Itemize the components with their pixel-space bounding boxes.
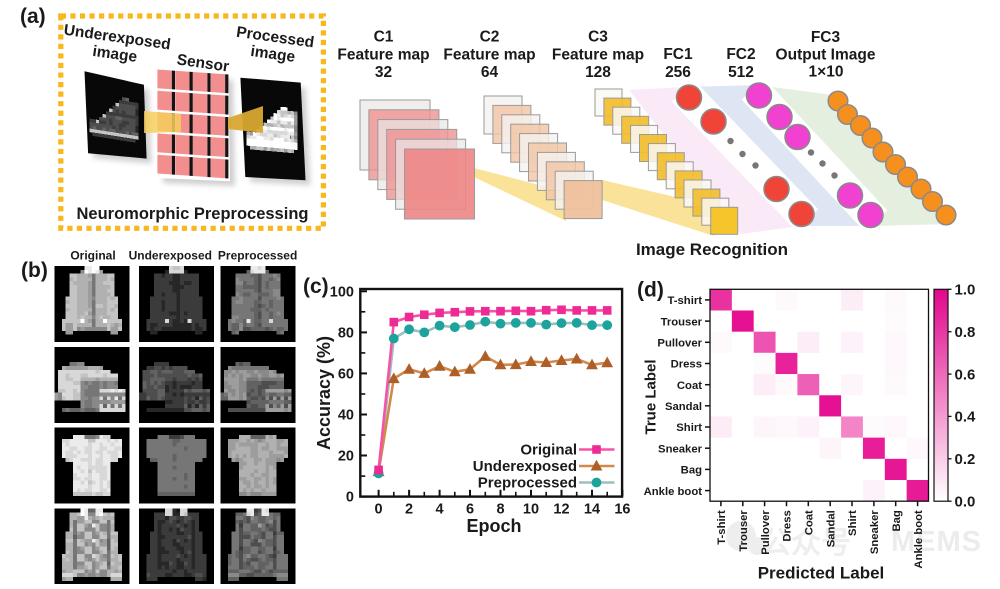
svg-text:Preprocessed: Preprocessed [478, 475, 577, 492]
svg-text:100: 100 [330, 284, 354, 300]
svg-text:True Label: True Label [643, 359, 660, 434]
svg-text:Trouser: Trouser [661, 316, 703, 328]
svg-text:FC1: FC1 [663, 46, 693, 63]
svg-text:C2: C2 [480, 29, 500, 46]
svg-text:1×10: 1×10 [809, 64, 844, 81]
svg-text:Sneaker: Sneaker [869, 510, 881, 555]
svg-text:64: 64 [481, 64, 499, 81]
svg-text:Dress: Dress [671, 359, 702, 371]
svg-text:60: 60 [338, 366, 354, 382]
svg-text:Bag: Bag [891, 510, 903, 531]
svg-text:8: 8 [496, 502, 504, 518]
svg-text:12: 12 [553, 502, 569, 518]
svg-text:Shirt: Shirt [676, 422, 702, 434]
svg-text:40: 40 [338, 408, 354, 424]
svg-text:256: 256 [665, 64, 691, 81]
svg-text:80: 80 [338, 325, 354, 341]
svg-text:FC3: FC3 [811, 29, 841, 46]
svg-text:Bag: Bag [681, 465, 702, 477]
svg-text:Dress: Dress [782, 510, 794, 541]
svg-text:MEMS: MEMS [891, 526, 982, 558]
svg-text:Sandal: Sandal [665, 401, 702, 413]
svg-text:Sandal: Sandal [825, 510, 837, 547]
svg-text:Coat: Coat [677, 380, 702, 392]
svg-text:Trouser: Trouser [738, 510, 750, 552]
svg-text:32: 32 [375, 64, 392, 81]
svg-text:4: 4 [436, 502, 444, 518]
svg-text:Underexposed: Underexposed [129, 249, 212, 263]
svg-text:0.4: 0.4 [955, 409, 977, 426]
svg-text:0.6: 0.6 [955, 366, 976, 383]
svg-text:Ankle boot: Ankle boot [644, 486, 703, 498]
svg-text:(c): (c) [303, 275, 329, 298]
svg-text:512: 512 [728, 64, 754, 81]
svg-text:Output Image: Output Image [776, 47, 876, 64]
svg-text:T-shirt: T-shirt [716, 510, 728, 545]
svg-text:10: 10 [523, 502, 539, 518]
svg-text:Neuromorphic Preprocessing: Neuromorphic Preprocessing [77, 205, 309, 223]
svg-text:Pullover: Pullover [760, 510, 772, 555]
svg-text:0.2: 0.2 [955, 451, 976, 468]
svg-text:C3: C3 [588, 29, 608, 46]
svg-text:128: 128 [585, 64, 611, 81]
svg-text:Underexposed: Underexposed [473, 458, 577, 475]
svg-text:Original: Original [520, 442, 577, 459]
svg-text:16: 16 [614, 502, 630, 518]
svg-text:(b): (b) [21, 259, 48, 282]
svg-text:image: image [249, 43, 296, 66]
svg-text:Feature map: Feature map [337, 47, 429, 64]
svg-text:20: 20 [338, 449, 354, 465]
svg-text:Preprocessed: Preprocessed [218, 249, 297, 263]
svg-text:Feature map: Feature map [552, 47, 644, 64]
svg-text:0.8: 0.8 [955, 324, 976, 341]
svg-text:2: 2 [405, 502, 413, 518]
svg-text:Image Recognition: Image Recognition [636, 240, 788, 259]
svg-text:0.0: 0.0 [955, 494, 976, 511]
svg-text:(a): (a) [20, 5, 46, 28]
svg-text:Epoch: Epoch [466, 516, 521, 536]
svg-text:0: 0 [346, 490, 354, 506]
svg-text:(d): (d) [637, 279, 664, 302]
svg-text:Sneaker: Sneaker [658, 443, 703, 455]
svg-text:Feature map: Feature map [443, 47, 535, 64]
svg-text:T-shirt: T-shirt [667, 295, 702, 307]
svg-text:Shirt: Shirt [847, 510, 859, 536]
svg-text:6: 6 [466, 502, 474, 518]
svg-text:Accuracy (%): Accuracy (%) [314, 336, 334, 450]
svg-text:Pullover: Pullover [657, 338, 702, 350]
svg-text:1.0: 1.0 [955, 282, 976, 299]
svg-text:FC2: FC2 [726, 46, 755, 63]
svg-text:Original: Original [70, 249, 115, 263]
svg-text:Predicted Label: Predicted Label [758, 564, 885, 583]
svg-text:0: 0 [375, 502, 383, 518]
svg-text:Ankle boot: Ankle boot [913, 510, 925, 569]
svg-text:C1: C1 [374, 29, 394, 46]
svg-text:Coat: Coat [804, 510, 816, 535]
svg-text:image: image [91, 43, 138, 66]
svg-text:14: 14 [584, 502, 600, 518]
svg-text:公众号: 公众号 [761, 527, 851, 560]
